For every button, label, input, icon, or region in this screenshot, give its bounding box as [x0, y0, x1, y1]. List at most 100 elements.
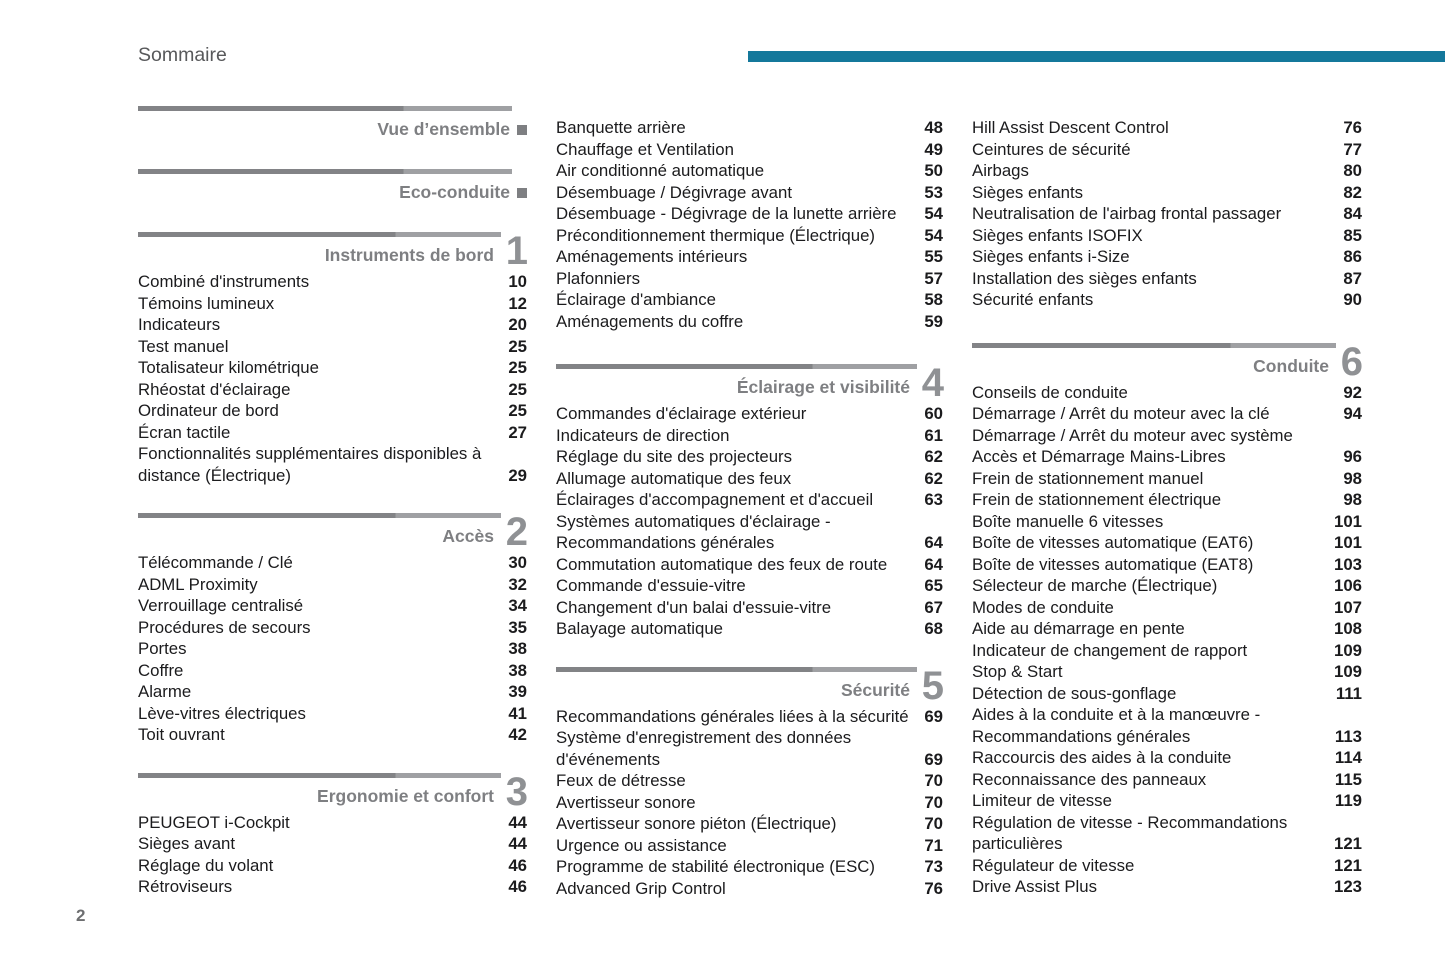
- toc-entry[interactable]: Ceintures de sécurité 77: [972, 139, 1362, 161]
- toc-entry-page: 10: [508, 272, 527, 291]
- section-header[interactable]: Éclairage et visibilité 4: [556, 363, 944, 403]
- toc-entry[interactable]: Télécommande / Clé 30: [138, 552, 527, 574]
- toc-entry-label: Démarrage / Arrêt du moteur avec système…: [972, 425, 1293, 467]
- toc-entry[interactable]: Témoins lumineux 12: [138, 293, 527, 315]
- toc-entry[interactable]: Drive Assist Plus 123: [972, 876, 1362, 898]
- toc-entry[interactable]: PEUGEOT i-Cockpit 44: [138, 812, 527, 834]
- toc-entry[interactable]: Neutralisation de l'airbag frontal passa…: [972, 203, 1362, 225]
- toc-entry-page: 46: [508, 877, 527, 896]
- toc-entry[interactable]: Commandes d'éclairage extérieur 60: [556, 403, 943, 425]
- toc-entry[interactable]: Lève-vitres électriques 41: [138, 703, 527, 725]
- section-header[interactable]: Conduite 6: [972, 342, 1363, 382]
- toc-entry[interactable]: Chauffage et Ventilation 49: [556, 139, 943, 161]
- toc-entry[interactable]: Hill Assist Descent Control 76: [972, 117, 1362, 139]
- toc-entry[interactable]: Rétroviseurs 46: [138, 876, 527, 898]
- toc-entry[interactable]: Advanced Grip Control 76: [556, 878, 943, 900]
- toc-entry[interactable]: Sièges avant 44: [138, 833, 527, 855]
- toc-entry-label: Commandes d'éclairage extérieur: [556, 404, 807, 423]
- toc-entry[interactable]: Avertisseur sonore 70: [556, 792, 943, 814]
- toc-entry[interactable]: Aide au démarrage en pente 108: [972, 618, 1362, 640]
- toc-entry[interactable]: Recommandations générales liées à la séc…: [556, 706, 943, 728]
- toc-entry[interactable]: Sélecteur de marche (Électrique) 106: [972, 575, 1362, 597]
- toc-entry[interactable]: Boîte de vitesses automatique (EAT8) 103: [972, 554, 1362, 576]
- toc-entry[interactable]: Désembuage - Dégivrage de la lunette arr…: [556, 203, 943, 225]
- toc-entry[interactable]: Test manuel 25: [138, 336, 527, 358]
- toc-entry[interactable]: Raccourcis des aides à la conduite 114: [972, 747, 1362, 769]
- toc-entry[interactable]: Banquette arrière 48: [556, 117, 943, 139]
- toc-entry[interactable]: Écran tactile 27: [138, 422, 527, 444]
- toc-entry[interactable]: Airbags 80: [972, 160, 1362, 182]
- toc-entry[interactable]: Désembuage / Dégivrage avant 53: [556, 182, 943, 204]
- toc-entry[interactable]: Allumage automatique des feux 62: [556, 468, 943, 490]
- toc-entry-page: 101: [1334, 533, 1362, 552]
- toc-entry[interactable]: Feux de détresse 70: [556, 770, 943, 792]
- toc-entry[interactable]: Régulateur de vitesse 121: [972, 855, 1362, 877]
- toc-entry[interactable]: Commutation automatique des feux de rout…: [556, 554, 943, 576]
- toc-entry[interactable]: Combiné d'instruments 10: [138, 271, 527, 293]
- toc-entry[interactable]: Frein de stationnement électrique 98: [972, 489, 1362, 511]
- toc-entry[interactable]: Éclairage d'ambiance 58: [556, 289, 943, 311]
- toc-entry[interactable]: Détection de sous-gonflage 111: [972, 683, 1362, 705]
- section-header[interactable]: Vue d’ensemble: [138, 111, 527, 139]
- toc-entry[interactable]: Sièges enfants 82: [972, 182, 1362, 204]
- toc-entry[interactable]: Sécurité enfants 90: [972, 289, 1362, 311]
- toc-entry[interactable]: ADML Proximity 32: [138, 574, 527, 596]
- toc-entry[interactable]: Régulation de vitesse - Recommandations …: [972, 812, 1362, 855]
- toc-entry[interactable]: Systèmes automatiques d'éclairage - Reco…: [556, 511, 943, 554]
- toc-entry[interactable]: Avertisseur sonore piéton (Électrique) 70: [556, 813, 943, 835]
- toc-entry[interactable]: Boîte de vitesses automatique (EAT6) 101: [972, 532, 1362, 554]
- toc-entry[interactable]: Modes de conduite 107: [972, 597, 1362, 619]
- toc-entry[interactable]: Limiteur de vitesse 119: [972, 790, 1362, 812]
- toc-entry[interactable]: Changement d'un balai d'essuie-vitre 67: [556, 597, 943, 619]
- toc-entry[interactable]: Totalisateur kilométrique 25: [138, 357, 527, 379]
- section-header[interactable]: Ergonomie et confort 3: [138, 772, 528, 812]
- toc-entry[interactable]: Boîte manuelle 6 vitesses 101: [972, 511, 1362, 533]
- toc-entry-page: 12: [508, 293, 527, 313]
- section-header[interactable]: Eco-conduite: [138, 174, 527, 202]
- toc-entry[interactable]: Indicateurs de direction 61: [556, 425, 943, 447]
- toc-entry[interactable]: Sièges enfants i-Size 86: [972, 246, 1362, 268]
- toc-entry[interactable]: Indicateur de changement de rapport 109: [972, 640, 1362, 662]
- toc-entry-page: 67: [924, 597, 943, 617]
- toc-entry[interactable]: Aides à la conduite et à la manœuvre - R…: [972, 704, 1362, 747]
- toc-entry[interactable]: Frein de stationnement manuel 98: [972, 468, 1362, 490]
- toc-entry[interactable]: Coffre 38: [138, 660, 527, 682]
- section-header[interactable]: Instruments de bord 1: [138, 231, 528, 271]
- toc-entry[interactable]: Toit ouvrant 42: [138, 724, 527, 746]
- toc-entry[interactable]: Balayage automatique 68: [556, 618, 943, 640]
- section-header[interactable]: Sécurité 5: [556, 666, 944, 706]
- toc-entry[interactable]: Démarrage / Arrêt du moteur avec système…: [972, 425, 1362, 468]
- toc-entry-page: 59: [924, 311, 943, 331]
- toc-entry-label: Sièges enfants: [972, 182, 1084, 202]
- toc-entry[interactable]: Alarme 39: [138, 681, 527, 703]
- toc-entry[interactable]: Procédures de secours 35: [138, 617, 527, 639]
- toc-entry-page: 50: [924, 161, 943, 180]
- toc-entry[interactable]: Sièges enfants ISOFIX 85: [972, 225, 1362, 247]
- toc-entry[interactable]: Conseils de conduite 92: [972, 382, 1362, 404]
- toc-entry[interactable]: Aménagements intérieurs 55: [556, 246, 943, 268]
- toc-entry[interactable]: Fonctionnalités supplémentaires disponib…: [138, 443, 527, 486]
- section-header[interactable]: Accès 2: [138, 512, 528, 552]
- toc-entry[interactable]: Portes 38: [138, 638, 527, 660]
- toc-entry[interactable]: Reconnaissance des panneaux 115: [972, 769, 1362, 791]
- toc-entry[interactable]: Rhéostat d'éclairage 25: [138, 379, 527, 401]
- toc-entry[interactable]: Stop & Start 109: [972, 661, 1362, 683]
- toc-entry[interactable]: Réglage du volant 46: [138, 855, 527, 877]
- toc-entry[interactable]: Système d'enregistrement des données d'é…: [556, 727, 943, 770]
- toc-entry[interactable]: Plafonniers 57: [556, 268, 943, 290]
- toc-entry[interactable]: Ordinateur de bord 25: [138, 400, 527, 422]
- toc-entry[interactable]: Programme de stabilité électronique (ESC…: [556, 856, 943, 878]
- toc-entry[interactable]: Commande d'essuie-vitre 65: [556, 575, 943, 597]
- toc-entry[interactable]: Urgence ou assistance 71: [556, 835, 943, 857]
- toc-entry[interactable]: Installation des sièges enfants 87: [972, 268, 1362, 290]
- toc-entry[interactable]: Démarrage / Arrêt du moteur avec la clé 9…: [972, 403, 1362, 425]
- toc-entry[interactable]: Verrouillage centralisé 34: [138, 595, 527, 617]
- toc-entry[interactable]: Préconditionnement thermique (Électrique…: [556, 225, 943, 247]
- toc-entry[interactable]: Indicateurs 20: [138, 314, 527, 336]
- toc-entry[interactable]: Réglage du site des projecteurs 62: [556, 446, 943, 468]
- toc-entry[interactable]: Éclairages d'accompagnement et d'accueil…: [556, 489, 943, 511]
- toc-entry[interactable]: Air conditionné automatique 50: [556, 160, 943, 182]
- toc-entry-label: Combiné d'instruments: [138, 272, 310, 291]
- toc-entry[interactable]: Aménagements du coffre 59: [556, 311, 943, 333]
- toc-entry-label: Indicateur de changement de rapport: [972, 640, 1248, 660]
